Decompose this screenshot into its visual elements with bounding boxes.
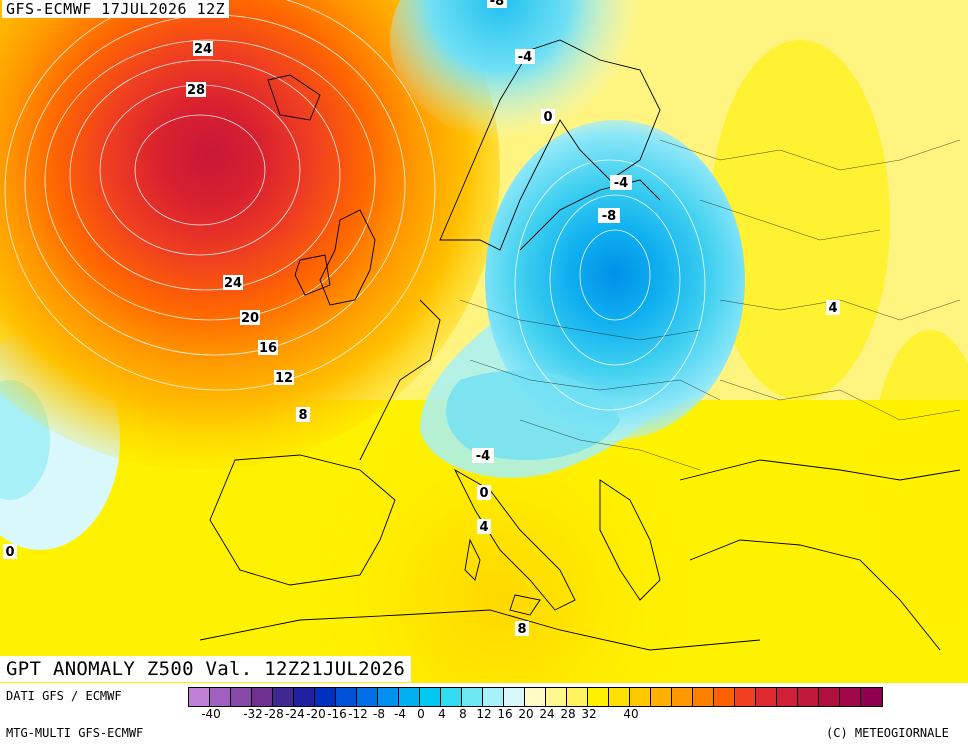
color-swatch: [756, 688, 777, 706]
contour-label: 20: [241, 311, 259, 326]
color-swatch: [504, 688, 525, 706]
color-swatch: [672, 688, 693, 706]
contour-label: 0: [479, 486, 488, 501]
contour-label: 28: [187, 83, 205, 98]
contour-label: 12: [275, 371, 293, 386]
color-scale-tick: -24: [285, 707, 305, 721]
color-swatch: [798, 688, 819, 706]
color-swatch: [651, 688, 672, 706]
color-swatch: [735, 688, 756, 706]
color-scale-ticks: -40 -32 -28 -24 -20 -16 -12 -8 -4 0 4 8 12 16 20 24 28 32…: [188, 707, 968, 725]
color-swatch: [315, 688, 336, 706]
contour-label: -4: [476, 449, 490, 464]
source-label: DATI GFS / ECMWF: [6, 689, 122, 703]
model-label: MTG-MULTI GFS-ECMWF: [6, 726, 144, 740]
color-swatch: [819, 688, 840, 706]
color-scale-tick: 20: [518, 707, 534, 721]
color-swatch: [189, 688, 210, 706]
copyright-label: (C) METEOGIORNALE: [826, 726, 949, 740]
contour-label: 0: [5, 545, 14, 560]
color-swatch: [441, 688, 462, 706]
color-scale-tick: -32: [243, 707, 263, 721]
color-swatch: [294, 688, 315, 706]
color-scale-tick: -12: [348, 707, 368, 721]
contour-label: 8: [298, 408, 307, 423]
color-scale-tick: 28: [560, 707, 576, 721]
color-scale-tick: -20: [306, 707, 326, 721]
color-swatch: [231, 688, 252, 706]
color-swatch: [210, 688, 231, 706]
color-scale-tick: 0: [417, 707, 425, 721]
color-swatch: [420, 688, 441, 706]
map-title: GPT ANOMALY Z500 Val. 12Z21JUL2026: [0, 656, 412, 682]
color-swatch: [630, 688, 651, 706]
contour-label: 16: [259, 341, 277, 356]
contour-labels: -8 -4 0 24 28 -4 -8 24 20 16 12 8 4 -4 0…: [3, 0, 840, 637]
run-label: GFS-ECMWF 17JUL2026 12Z: [2, 0, 230, 18]
color-scale: [188, 687, 883, 707]
contour-label: -4: [518, 50, 532, 65]
color-swatch: [588, 688, 609, 706]
color-swatch: [252, 688, 273, 706]
color-swatch: [861, 688, 882, 706]
contour-label: 4: [828, 301, 837, 316]
color-swatch: [714, 688, 735, 706]
color-scale-tick: -40: [201, 707, 221, 721]
contour-label: 4: [479, 520, 488, 535]
color-swatch: [546, 688, 567, 706]
color-swatch: [357, 688, 378, 706]
contour-label: 24: [224, 276, 242, 291]
color-scale-tick: -4: [394, 707, 406, 721]
color-scale-tick: 8: [459, 707, 467, 721]
contour-label: 24: [194, 42, 212, 57]
color-swatch: [525, 688, 546, 706]
contour-label: -8: [490, 0, 504, 9]
contour-label: 8: [517, 622, 526, 637]
contour-label: -4: [614, 176, 628, 191]
color-scale-tick: -16: [327, 707, 347, 721]
color-swatch: [273, 688, 294, 706]
color-scale-tick: -28: [264, 707, 284, 721]
color-swatch: [567, 688, 588, 706]
color-swatch: [840, 688, 861, 706]
color-swatch: [777, 688, 798, 706]
color-swatch: [378, 688, 399, 706]
color-swatch: [609, 688, 630, 706]
color-swatch: [483, 688, 504, 706]
contour-label: 0: [543, 110, 552, 125]
contour-label: -8: [602, 209, 616, 224]
color-swatch: [336, 688, 357, 706]
color-swatch: [399, 688, 420, 706]
color-scale-tick: 40: [623, 707, 639, 721]
color-scale-tick: -8: [373, 707, 385, 721]
color-scale-tick: 4: [438, 707, 446, 721]
color-swatch: [693, 688, 714, 706]
anomaly-map: -8 -4 0 24 28 -4 -8 24 20 16 12 8 4 -4 0…: [0, 0, 968, 683]
color-scale-tick: 16: [497, 707, 513, 721]
map-svg: -8 -4 0 24 28 -4 -8 24 20 16 12 8 4 -4 0…: [0, 0, 968, 683]
color-scale-tick: 12: [476, 707, 492, 721]
color-scale-tick: 32: [581, 707, 597, 721]
color-swatch: [462, 688, 483, 706]
color-scale-tick: 24: [539, 707, 555, 721]
